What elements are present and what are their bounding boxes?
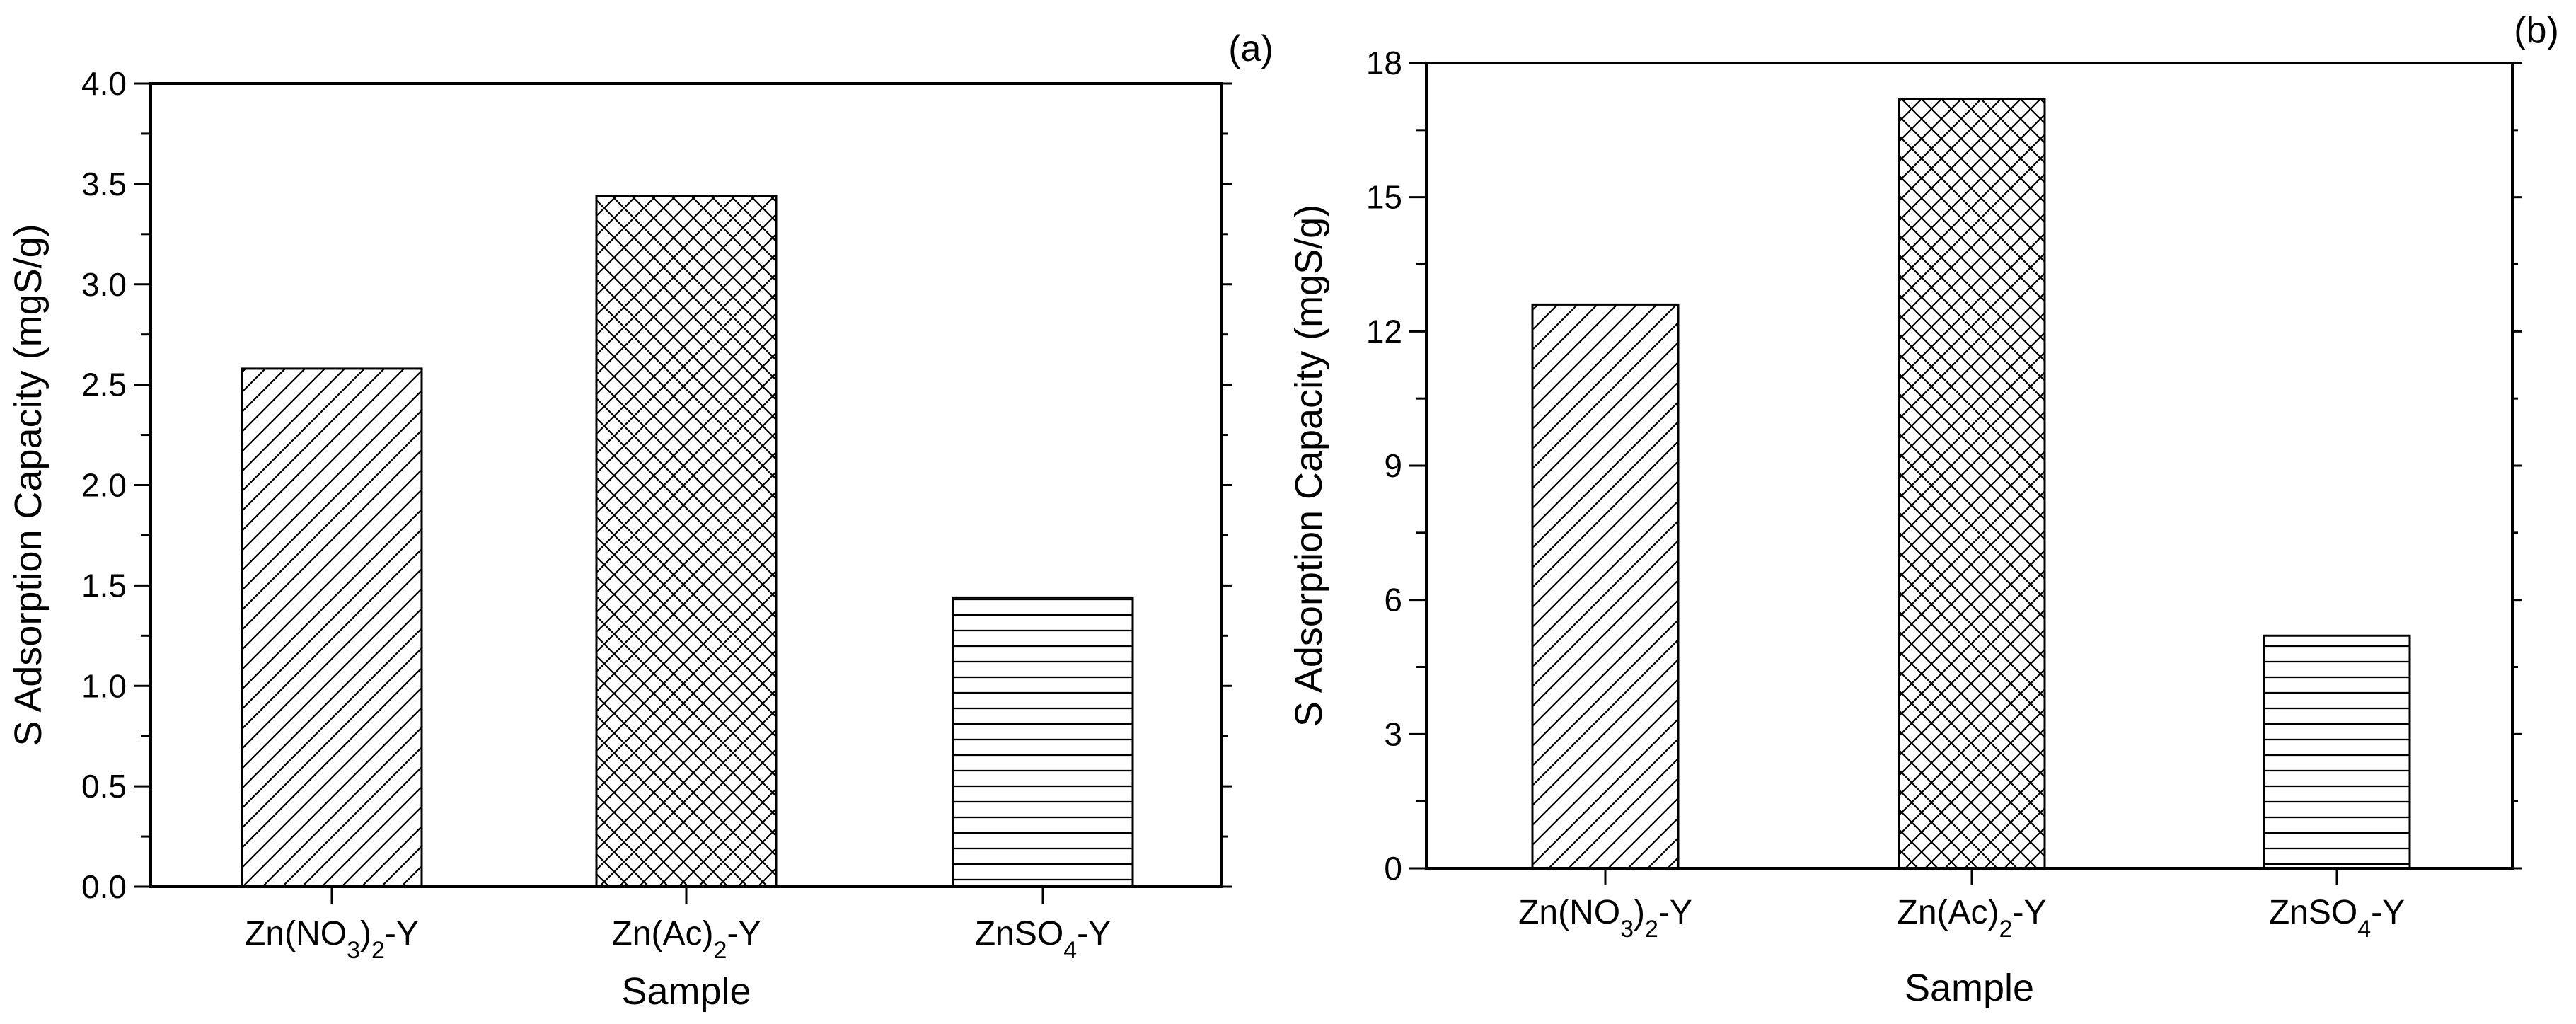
y-tick-label: 0 [1384,850,1402,887]
x-axis-title: Sample [1905,967,2034,1009]
bar-2 [595,195,778,888]
x-tick-label-tail: -Y [1077,915,1111,953]
y-tick-label: 2.0 [81,467,127,504]
y-tick-label: 0.5 [81,768,127,805]
x-tick-label-sub: 4 [2357,916,2371,943]
y-tick-label: 3.0 [81,266,127,303]
x-tick-label-sub2: 2 [1645,916,1658,943]
bar-1 [1531,303,1680,870]
x-tick-label-mid: ) [360,915,371,953]
x-tick-label-sub2: 2 [371,937,385,964]
x-tick-label-sub: 2 [714,937,727,964]
x-tick-label: ZnSO4-Y [2269,894,2405,943]
y-tick-label: 4.0 [81,65,127,102]
x-tick-label-base: Zn(NO [1518,894,1620,931]
y-tick-label: 12 [1366,313,1402,350]
panel-a-chart: 0.00.51.01.52.02.53.03.54.0Zn(NO3)2-Y Zn(… [7,28,1273,1013]
x-tick-label-base: ZnSO [2269,894,2357,931]
y-tick-label: 18 [1366,45,1402,81]
panel-label: (b) [2514,10,2559,51]
y-tick-label: 2.5 [81,367,127,403]
x-tick-label: Zn(NO3)2-Y [245,915,419,964]
y-tick-label: 3 [1384,715,1402,752]
x-tick-label-base: Zn(Ac) [612,915,714,953]
x-tick-label: Zn(Ac)2-Y [612,915,761,964]
x-tick-label-tail: -Y [2371,894,2405,931]
y-tick-label: 1.5 [81,567,127,604]
x-tick-label-base: Zn(Ac) [1898,894,1999,931]
x-tick-label-tail: -Y [2012,894,2046,931]
y-tick-label: 6 [1384,582,1402,619]
bar-2 [1898,98,2046,870]
y-axis-title: S Adsorption Capacity (mgS/g) [7,224,50,746]
x-tick-label-tail: -Y [385,915,419,953]
x-tick-label-sub: 2 [1999,916,2013,943]
x-tick-label-base: ZnSO [975,915,1063,953]
panel-label: (a) [1228,28,1273,69]
x-tick-label-sub: 3 [347,937,360,964]
bar-3 [2263,634,2411,870]
x-tick-label-mid: ) [1634,894,1645,931]
y-tick-label: 3.5 [81,166,127,202]
x-tick-label-base: Zn(NO [245,915,347,953]
x-tick-label-tail: -Y [1658,894,1692,931]
y-axis-title: S Adsorption Capacity (mgS/g) [1288,205,1330,727]
bar-3 [952,596,1134,888]
x-tick-label-sub: 3 [1620,916,1634,943]
x-tick-label: ZnSO4-Y [975,915,1111,964]
x-tick-label-sub: 4 [1063,937,1077,964]
y-tick-label: 1.0 [81,667,127,704]
y-tick-label: 15 [1366,179,1402,216]
x-tick-label: Zn(Ac)2-Y [1898,894,2047,943]
x-tick-label-tail: -Y [727,915,761,953]
x-tick-label: Zn(NO3)2-Y [1518,894,1692,943]
x-axis-title: Sample [621,970,751,1013]
bar-1 [241,367,423,888]
y-tick-label: 9 [1384,447,1402,484]
y-tick-label: 0.0 [81,868,127,905]
